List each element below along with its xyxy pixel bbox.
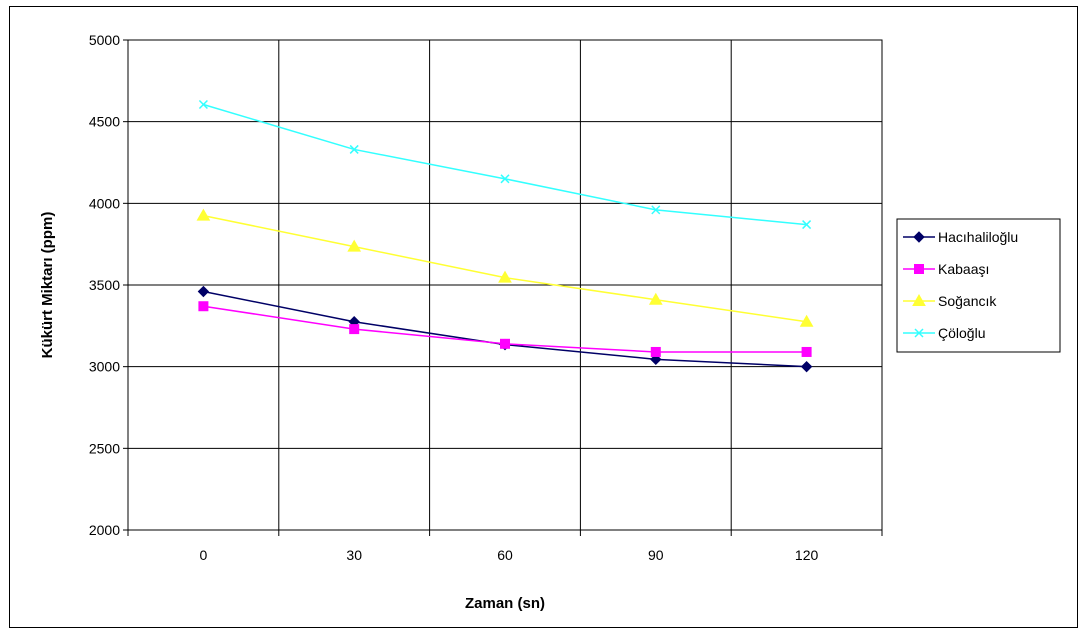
data-point	[801, 346, 812, 357]
x-tick-label: 30	[346, 547, 362, 563]
x-tick-label: 0	[200, 547, 208, 563]
y-axis-title: Kükürt Miktarı (ppm)	[39, 212, 56, 359]
legend-marker	[914, 328, 924, 338]
y-tick-label: 4500	[89, 114, 120, 130]
data-point	[500, 338, 510, 349]
series-1	[198, 301, 812, 357]
data-point	[198, 99, 208, 110]
legend: Hacıhaliloğlu Kabaaşı Soğancık Çöloğlu	[896, 218, 1061, 353]
data-point	[500, 174, 510, 184]
y-tick-label: 2000	[89, 522, 120, 538]
data-point	[648, 292, 663, 305]
data-point	[498, 270, 512, 283]
legend-label: Çöloğlu	[938, 325, 985, 341]
data-point	[197, 285, 210, 298]
series-3	[198, 99, 812, 230]
x-tick-label: 60	[497, 547, 513, 563]
y-tick-label: 3000	[89, 359, 120, 375]
legend-box	[896, 218, 1061, 353]
y-tick-label: 2500	[89, 440, 120, 456]
legend-entry: Kabaaşı	[903, 261, 989, 277]
data-point	[198, 301, 209, 312]
series-group	[196, 99, 814, 373]
data-point	[651, 205, 661, 215]
legend-label: Hacıhaliloğlu	[938, 229, 1018, 245]
data-point	[802, 220, 812, 230]
x-tick-label: 90	[648, 547, 664, 563]
x-axis-title: Zaman (sn)	[465, 595, 545, 612]
data-point	[347, 239, 362, 252]
y-axis-ticks: 2000 2500 3000 3500 4000 4500 5000	[89, 32, 128, 538]
y-tick-label: 5000	[89, 32, 120, 48]
data-point	[799, 314, 814, 327]
legend-marker	[912, 293, 926, 306]
x-axis-ticks: 0 30 60 90 120	[127, 530, 883, 563]
data-point	[349, 324, 360, 335]
legend-entry: Çöloğlu	[903, 325, 985, 341]
legend-entry: Hacıhaliloğlu	[903, 229, 1018, 245]
y-tick-label: 4000	[89, 195, 120, 211]
legend-label: Soğancık	[938, 293, 997, 309]
series-2	[196, 208, 814, 327]
data-point	[650, 346, 661, 357]
legend-entry: Soğancık	[903, 293, 997, 309]
legend-marker	[913, 231, 925, 243]
legend-label: Kabaaşı	[938, 261, 989, 277]
y-tick-label: 3500	[89, 277, 120, 293]
data-point	[349, 144, 359, 154]
data-point	[800, 360, 813, 373]
legend-marker	[914, 264, 924, 274]
data-point	[196, 208, 211, 221]
x-tick-label: 120	[795, 547, 819, 563]
